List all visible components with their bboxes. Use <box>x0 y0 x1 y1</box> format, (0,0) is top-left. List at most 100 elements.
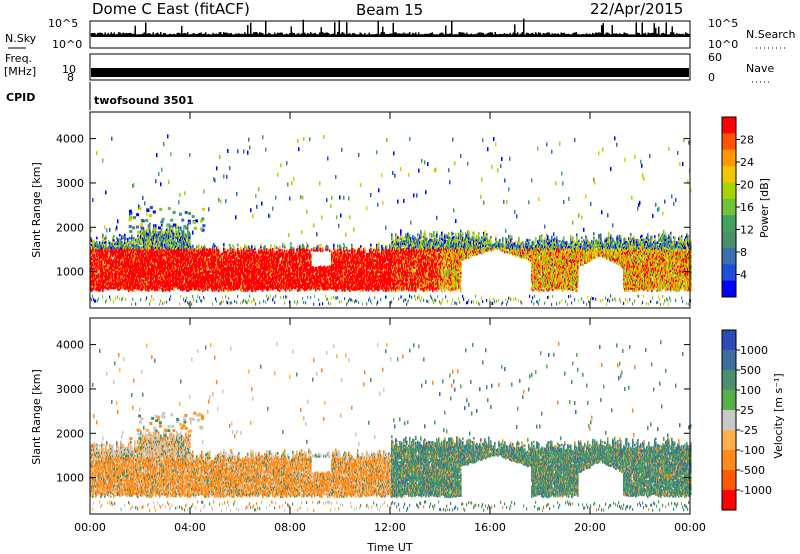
heatmap-cell <box>149 303 150 306</box>
heatmap-cell <box>160 299 161 302</box>
heatmap-cell <box>186 297 187 300</box>
heatmap-cell <box>155 179 157 183</box>
heatmap-cell <box>263 300 264 303</box>
nsky-label: N.Sky <box>5 32 37 45</box>
heatmap-cell <box>220 200 222 204</box>
heatmap-cell <box>290 242 292 245</box>
heatmap-cell <box>280 249 282 252</box>
date-label: 22/Apr/2015 <box>590 0 683 18</box>
heatmap-cell <box>163 231 165 234</box>
heatmap-cell <box>226 175 228 179</box>
heatmap-cell <box>265 301 266 304</box>
heatmap-cell <box>161 168 163 172</box>
heatmap-cell <box>240 247 242 250</box>
heatmap-cell <box>162 302 163 305</box>
nsky-tick-bottom: 10^0 <box>52 38 82 51</box>
heatmap-cell <box>158 172 160 176</box>
heatmap-cell <box>249 248 251 251</box>
heatmap-cell <box>288 233 290 237</box>
heatmap-cell <box>151 295 152 298</box>
heatmap-cell <box>119 298 120 301</box>
heatmap-cell <box>291 246 293 249</box>
heatmap-cell <box>189 232 191 235</box>
heatmap-cell <box>127 238 129 241</box>
heatmap-cell <box>208 207 210 211</box>
heatmap-cell <box>286 296 287 299</box>
heatmap-cell <box>184 191 186 195</box>
heatmap-cell <box>233 246 235 249</box>
heatmap-cell <box>249 146 251 150</box>
heatmap-cell <box>113 235 115 238</box>
heatmap-cell <box>91 298 92 301</box>
cpid-label: CPID <box>6 91 35 104</box>
heatmap-cell <box>237 149 239 153</box>
heatmap-cell <box>113 300 114 303</box>
heatmap-cell <box>110 298 111 301</box>
heatmap-cell <box>170 152 172 156</box>
heatmap-cell <box>106 299 107 302</box>
heatmap-cell <box>251 245 253 248</box>
power-heatmap <box>90 134 692 306</box>
heatmap-cell <box>193 298 194 301</box>
heatmap-cell <box>282 243 284 246</box>
heatmap-cell <box>170 295 171 298</box>
heatmap-cell <box>236 301 237 304</box>
heatmap-cell <box>234 300 235 303</box>
freq-label: Freq. <box>5 52 32 65</box>
heatmap-cell <box>96 281 98 284</box>
heatmap-cell <box>227 301 228 304</box>
heatmap-cell <box>192 295 193 298</box>
heatmap-cell <box>116 226 118 230</box>
heatmap-cell <box>166 301 167 304</box>
heatmap-cell <box>241 250 243 253</box>
heatmap-cell <box>227 149 229 153</box>
heatmap-cell <box>254 300 255 303</box>
heatmap-cell <box>216 166 218 170</box>
heatmap-cell <box>197 295 198 298</box>
nave-tick-bottom: 0 <box>708 71 715 84</box>
heatmap-cell <box>250 208 252 212</box>
heatmap-cell <box>161 224 163 227</box>
heatmap-cell <box>280 163 282 167</box>
heatmap-cell <box>237 244 239 247</box>
heatmap-cell <box>179 193 181 197</box>
heatmap-cell <box>199 296 200 299</box>
heatmap-cell <box>276 247 278 250</box>
heatmap-cell <box>286 250 288 253</box>
freq-nave-trace <box>91 68 689 77</box>
nsearch-label: N.Search <box>746 28 796 41</box>
heatmap-cell <box>121 235 123 238</box>
heatmap-cell <box>264 245 266 248</box>
heatmap-cell <box>104 225 106 229</box>
heatmap-cell <box>255 251 257 254</box>
heatmap-cell <box>146 212 148 216</box>
heatmap-cell <box>109 296 110 299</box>
nave-label: Nave <box>746 62 774 75</box>
heatmap-cell <box>275 196 277 200</box>
heatmap-cell <box>194 248 196 251</box>
heatmap-cell <box>230 247 232 250</box>
heatmap-cell <box>256 205 258 209</box>
heatmap-cell <box>201 299 202 302</box>
heatmap-cell <box>131 303 132 306</box>
heatmap-cell <box>248 246 250 249</box>
heatmap-cell <box>150 299 151 302</box>
heatmap-cell <box>153 224 155 227</box>
heatmap-cell <box>160 182 162 186</box>
heatmap-cell <box>212 302 213 305</box>
heatmap-cell <box>237 248 239 251</box>
heatmap-cell <box>251 300 252 303</box>
heatmap-cell <box>102 295 103 298</box>
heatmap-cell <box>112 273 114 276</box>
heatmap-cell <box>272 248 274 251</box>
heatmap-cell <box>111 137 113 141</box>
heatmap-cell <box>92 198 94 202</box>
heatmap-cell <box>243 299 244 302</box>
heatmap-cell <box>247 151 249 155</box>
heatmap-cell <box>270 295 271 298</box>
heatmap-cell <box>214 249 216 252</box>
heatmap-cell <box>163 142 165 146</box>
heatmap-cell <box>95 300 96 303</box>
heatmap-cell <box>155 224 157 227</box>
heatmap-cell <box>131 235 133 238</box>
